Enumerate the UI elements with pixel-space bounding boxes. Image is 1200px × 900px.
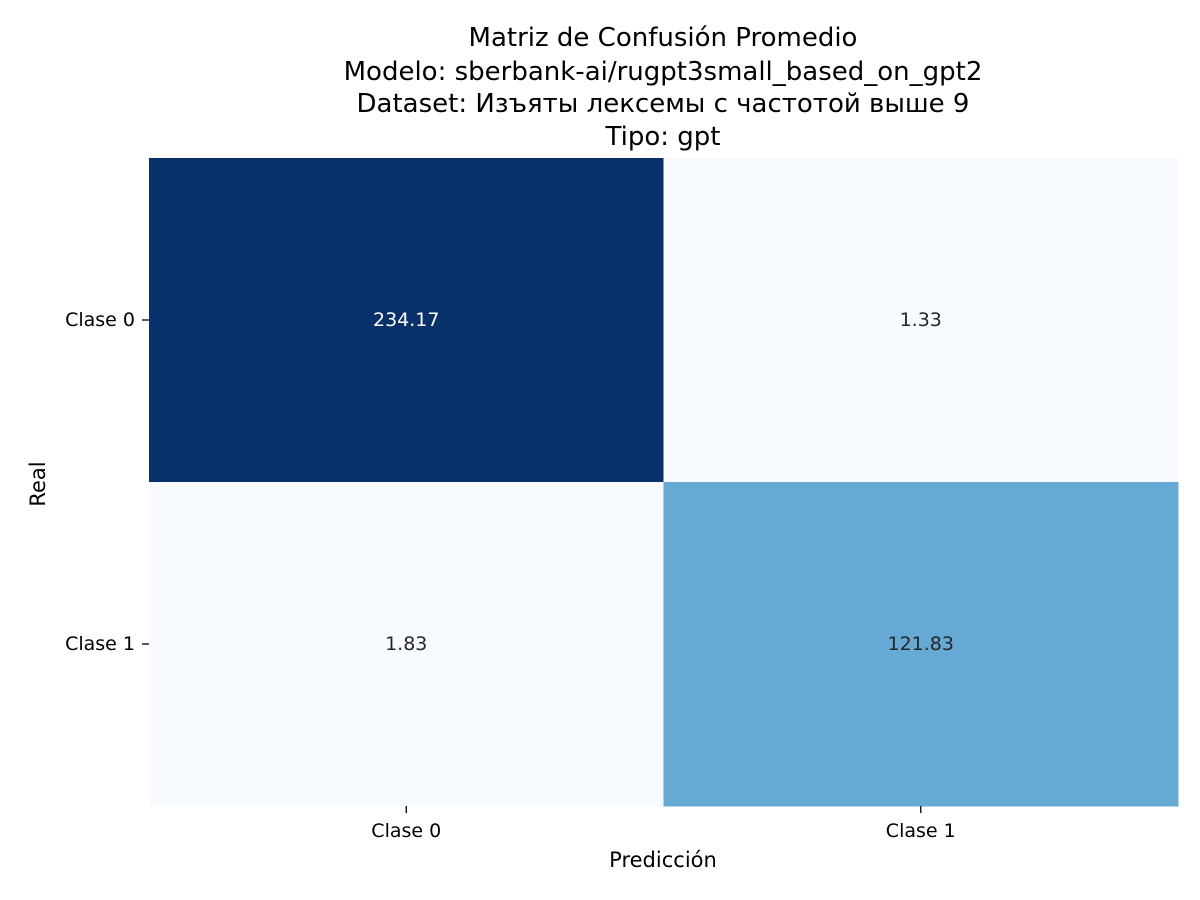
- cell-value-r0-c1: 1.33: [900, 309, 942, 331]
- heatmap-cells: 234.17 1.33 1.83 121.83: [149, 158, 1179, 807]
- x-tick-label: Clase 0: [371, 820, 441, 842]
- title-line-2: Modelo: sberbank-ai/rugpt3small_based_on…: [344, 57, 983, 87]
- heatmap-cell-r0-c1: [663, 158, 1179, 483]
- axis-ticks: Clase 0 Clase 1 Clase 0 Clase 1: [65, 309, 956, 842]
- y-axis-label: Real: [26, 461, 50, 506]
- title-line-1: Matriz de Confusión Promedio: [469, 23, 858, 53]
- x-axis-label: Predicción: [609, 848, 717, 872]
- heatmap-cell-r1-c0: [149, 482, 664, 807]
- cell-value-r1-c1: 121.83: [888, 633, 954, 655]
- y-tick-label: Clase 1: [65, 633, 135, 655]
- heatmap-cell-r0-c0: [149, 158, 664, 483]
- x-tick-label: Clase 1: [886, 820, 956, 842]
- cell-value-r0-c0: 234.17: [373, 309, 439, 331]
- y-tick-label: Clase 0: [65, 309, 135, 331]
- title-line-3: Dataset: Изъяты лексемы с частотой выше …: [357, 89, 970, 119]
- chart-title: Matriz de Confusión Promedio Modelo: sbe…: [344, 23, 983, 152]
- title-line-4: Tipo: gpt: [605, 122, 721, 152]
- cell-value-r1-c0: 1.83: [385, 633, 427, 655]
- heatmap-cell-r1-c1: [663, 482, 1179, 807]
